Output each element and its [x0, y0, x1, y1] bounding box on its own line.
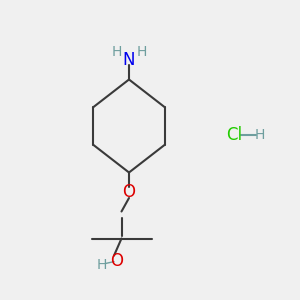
- Text: Cl: Cl: [226, 126, 242, 144]
- Text: H: H: [254, 128, 265, 142]
- Text: H: H: [136, 46, 147, 59]
- Text: H: H: [111, 46, 122, 59]
- Text: O: O: [122, 183, 136, 201]
- Text: O: O: [110, 252, 124, 270]
- Text: H: H: [97, 258, 107, 272]
- Text: N: N: [123, 51, 135, 69]
